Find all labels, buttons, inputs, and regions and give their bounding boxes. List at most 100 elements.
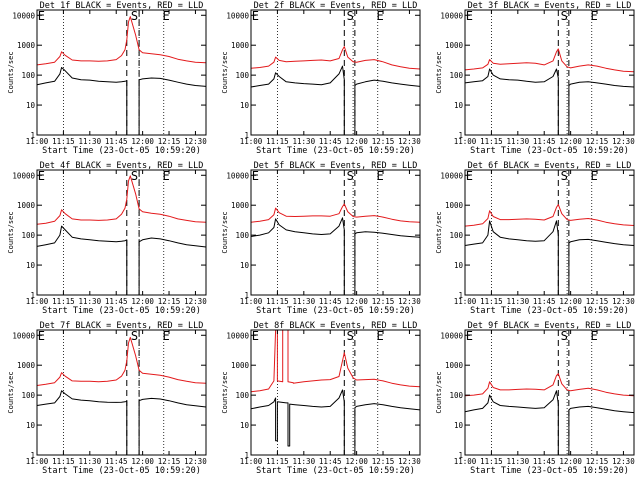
series-line-lld	[464, 48, 635, 73]
x-tick-label: 12:15	[586, 137, 609, 146]
x-tick-label: 12:30	[612, 297, 635, 306]
x-axis-label: Start Time (23-Oct-05 10:59:20)	[256, 146, 415, 156]
marker-label-e-start: E	[466, 169, 473, 183]
y-tick-label: 100	[235, 391, 249, 400]
marker-label-e-end: E	[591, 169, 598, 183]
series-line-lld	[464, 373, 635, 397]
y-tick-label: 1	[30, 291, 35, 300]
series-line-lld	[464, 204, 635, 227]
y-tick-label: 100	[21, 231, 35, 240]
x-tick-label: 11:15	[52, 137, 75, 146]
x-axis-label: Start Time (23-Oct-05 10:59:20)	[42, 306, 201, 316]
y-tick-label: 100	[235, 71, 249, 80]
series-line-events	[36, 225, 207, 296]
y-tick-label: 1	[458, 291, 463, 300]
panel-title: Det 1f BLACK = Events, RED = LLD	[40, 1, 204, 11]
y-tick-label: 10000	[12, 171, 35, 180]
y-tick-label: 10	[454, 101, 464, 110]
marker-label-e-end: E	[163, 329, 170, 343]
marker-label-e-end: E	[377, 169, 384, 183]
x-tick-label: 12:00	[131, 297, 154, 306]
x-tick-label: 11:30	[507, 297, 530, 306]
x-tick-label: 12:30	[398, 457, 421, 466]
x-tick-label: 11:00	[240, 137, 263, 146]
y-tick-label: 10	[240, 421, 250, 430]
y-tick-label: 1000	[231, 201, 250, 210]
series-line-lld	[250, 329, 421, 393]
y-axis-label: Counts/sec	[221, 51, 229, 93]
panel-title: Det 2f BLACK = Events, RED = LLD	[254, 1, 418, 11]
y-tick-label: 1000	[445, 361, 464, 370]
y-tick-label: 1	[30, 131, 35, 140]
x-tick-label: 11:15	[266, 297, 289, 306]
x-tick-label: 11:00	[240, 457, 263, 466]
plot-frame	[464, 329, 635, 456]
y-tick-label: 10000	[440, 331, 463, 340]
y-tick-label: 100	[21, 391, 35, 400]
plot-frame	[250, 169, 421, 296]
x-tick-label: 12:15	[372, 297, 395, 306]
x-tick-label: 12:15	[372, 457, 395, 466]
panel-title: Det 8f BLACK = Events, RED = LLD	[254, 321, 418, 331]
marker-label-s: S	[561, 9, 568, 23]
x-tick-label: 11:30	[79, 457, 102, 466]
y-tick-label: 10	[240, 261, 250, 270]
x-tick-label: 11:45	[533, 137, 556, 146]
marker-label-e-end: E	[163, 169, 170, 183]
panel-title: Det 3f BLACK = Events, RED = LLD	[468, 1, 632, 11]
x-tick-label: 12:00	[131, 137, 154, 146]
marker-label-s: S	[131, 9, 138, 23]
x-tick-label: 12:30	[398, 297, 421, 306]
marker-label-e-start: E	[252, 169, 259, 183]
y-tick-label: 100	[21, 71, 35, 80]
y-tick-label: 10	[26, 101, 36, 110]
y-axis-label: Counts/sec	[435, 51, 443, 93]
x-tick-label: 12:00	[559, 297, 582, 306]
x-tick-label: 12:00	[559, 457, 582, 466]
marker-label-e-start: E	[252, 9, 259, 23]
series-line-events	[464, 68, 635, 136]
marker-label-e-end: E	[163, 9, 170, 23]
y-tick-label: 10000	[226, 331, 249, 340]
x-axis-label: Start Time (23-Oct-05 10:59:20)	[470, 466, 629, 476]
marker-label-e-end: E	[591, 329, 598, 343]
x-tick-label: 11:45	[319, 457, 342, 466]
marker-label-e-end: E	[591, 9, 598, 23]
x-tick-label: 11:00	[454, 457, 477, 466]
series-line-lld	[250, 203, 421, 223]
x-tick-label: 11:00	[454, 297, 477, 306]
marker-label-e-start: E	[38, 169, 45, 183]
y-tick-label: 1	[458, 451, 463, 460]
x-tick-label: 11:30	[79, 137, 102, 146]
x-tick-label: 12:00	[345, 457, 368, 466]
y-tick-label: 1000	[445, 201, 464, 210]
y-tick-label: 10	[454, 421, 464, 430]
x-tick-label: 11:45	[533, 297, 556, 306]
y-tick-label: 100	[235, 231, 249, 240]
panel-title: Det 6f BLACK = Events, RED = LLD	[468, 161, 632, 171]
x-axis-label: Start Time (23-Oct-05 10:59:20)	[42, 466, 201, 476]
x-tick-label: 12:15	[586, 457, 609, 466]
x-tick-label: 12:15	[158, 457, 181, 466]
y-axis-label: Counts/sec	[435, 211, 443, 253]
x-axis-label: Start Time (23-Oct-05 10:59:20)	[470, 146, 629, 156]
marker-label-e-end: E	[377, 9, 384, 23]
plot-frame	[36, 329, 207, 456]
plot-frame	[250, 9, 421, 136]
x-tick-label: 12:15	[158, 137, 181, 146]
y-axis-label: Counts/sec	[221, 211, 229, 253]
x-tick-label: 11:15	[480, 137, 503, 146]
x-tick-label: 12:00	[559, 137, 582, 146]
x-tick-label: 11:15	[52, 297, 75, 306]
y-tick-label: 1000	[17, 201, 36, 210]
plot-frame	[464, 169, 635, 296]
y-axis-label: Counts/sec	[7, 51, 15, 93]
x-tick-label: 11:00	[26, 297, 49, 306]
x-tick-label: 12:30	[398, 137, 421, 146]
y-tick-label: 10000	[226, 171, 249, 180]
y-tick-label: 10	[240, 101, 250, 110]
x-tick-label: 12:30	[612, 137, 635, 146]
y-tick-label: 1000	[231, 361, 250, 370]
